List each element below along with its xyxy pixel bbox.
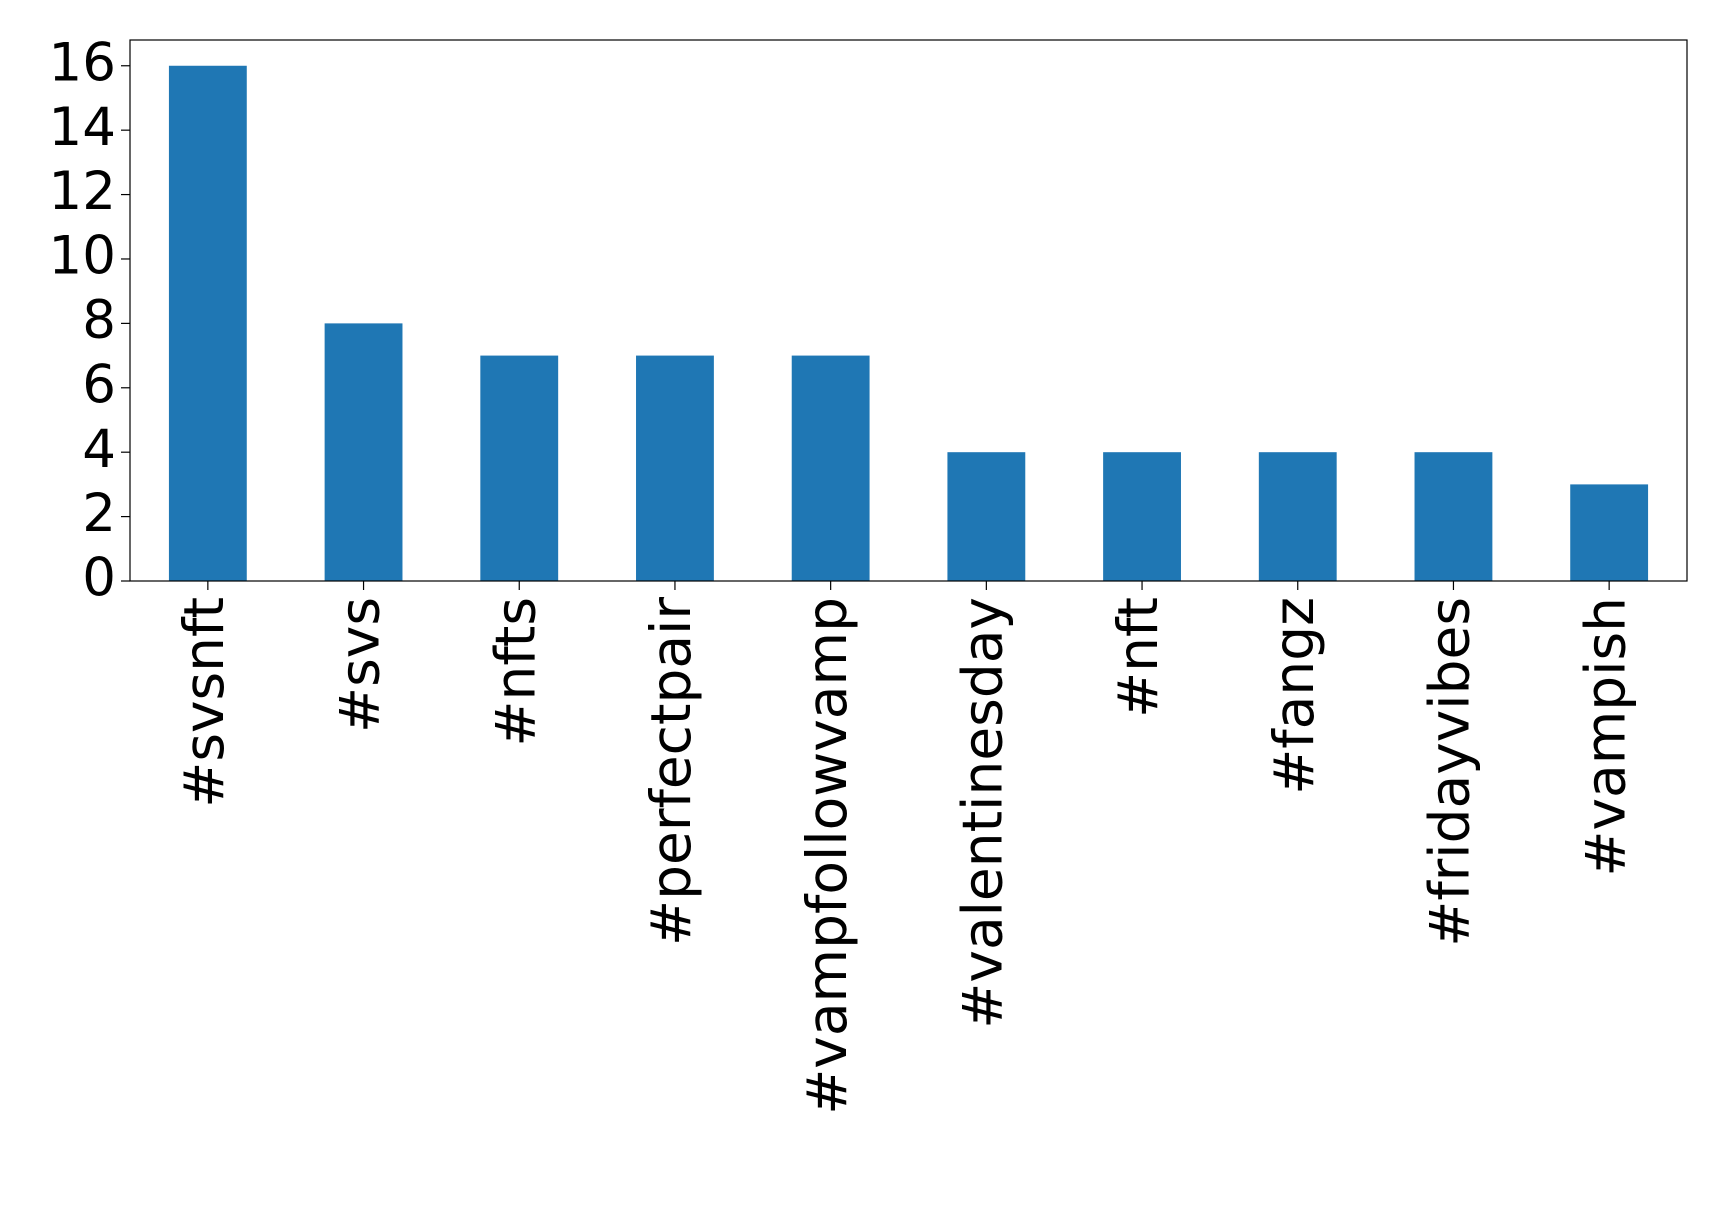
x-tick-label: #perfectpair xyxy=(639,597,703,946)
x-tick-label: #fangz xyxy=(1262,597,1326,795)
x-tick-label: #nfts xyxy=(483,597,547,747)
bar xyxy=(1570,484,1649,581)
bar xyxy=(168,65,247,581)
x-tick-label: #svsnft xyxy=(172,597,236,808)
x-tick-label: #nft xyxy=(1106,597,1170,718)
bar xyxy=(480,355,559,581)
bar xyxy=(1414,452,1493,581)
bar xyxy=(324,323,403,581)
y-tick-label: 2 xyxy=(82,483,116,544)
x-tick-label: #valentinesday xyxy=(950,597,1014,1029)
bar xyxy=(636,355,714,581)
plot-frame xyxy=(129,39,1688,582)
x-tick-label: #vampfollowvamp xyxy=(795,597,859,1115)
x-tick-label: #svs xyxy=(328,597,392,733)
bar xyxy=(791,355,870,581)
bar xyxy=(947,452,1026,581)
x-tick-label: #vampish xyxy=(1573,597,1637,877)
y-tick-label: 14 xyxy=(49,97,116,158)
y-tick-label: 12 xyxy=(49,161,116,222)
x-tick-label: #fridayvibes xyxy=(1418,597,1482,947)
y-tick-label: 8 xyxy=(82,290,116,351)
y-tick-label: 10 xyxy=(49,226,116,287)
bar xyxy=(1258,452,1337,581)
y-tick-label: 0 xyxy=(82,548,116,609)
bar xyxy=(1103,452,1181,581)
y-tick-label: 16 xyxy=(49,32,116,93)
y-tick-label: 4 xyxy=(82,419,116,480)
y-tick-label: 6 xyxy=(82,354,116,415)
